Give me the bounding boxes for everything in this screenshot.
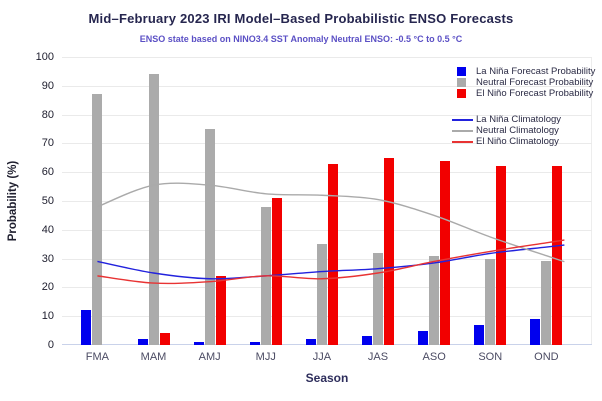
x-tick-label: ASO [422,351,446,363]
y-tick-label: 90 [41,79,54,92]
y-tick-label: 70 [41,137,54,150]
y-tick-label: 50 [41,195,54,207]
gridline [62,85,592,87]
bar-el-nino-forecast-mam [159,333,170,345]
legend-line-swatch-icon [452,140,473,143]
bar-el-nino-forecast-ond [552,166,563,345]
line-el-nino-climatology [97,239,565,285]
bar-el-nino-forecast-jja [327,163,338,345]
legend-square-swatch-icon [457,89,466,98]
chart-subtitle: ENSO state based on NINO3.4 SST Anomaly … [139,34,463,44]
bar-neutral-forecast-jas [373,252,384,345]
gridline [62,258,592,260]
legend-label: El Niño Forecast Probability [476,88,594,99]
legend-label: La Niña Forecast Probability [476,66,596,77]
gridline [62,201,592,202]
y-tick-label: 80 [41,108,54,121]
bar-neutral-forecast-aso [429,255,440,345]
y-tick-label: 10 [41,310,54,323]
legend-item-neutral-climatology: Neutral Climatology [452,125,595,136]
bar-la-nina-forecast-amj [193,342,204,345]
bar-el-nino-forecast-son [496,166,507,345]
gridline [62,143,592,145]
legend-label: El Niño Climatology [476,136,559,147]
bar-la-nina-forecast-mam [137,339,148,345]
legend-square-swatch-icon [457,67,466,76]
climatology-lines [97,182,565,285]
y-tick-label: 60 [41,166,54,179]
gridline [62,114,592,116]
gridline [62,316,592,318]
legend-label: La Niña Climatology [476,114,562,125]
gridline [62,287,592,289]
gridline [62,57,592,58]
bar-la-nina-forecast-son [474,324,485,345]
bar-la-nina-forecast-ond [530,319,541,345]
bar-neutral-forecast-fma [92,94,103,345]
plot-area [62,57,592,345]
bar-neutral-forecast-mam [148,74,159,345]
bar-la-nina-forecast-jas [362,336,373,345]
bar-la-nina-forecast-aso [418,330,429,345]
legend-square-swatch-icon [457,78,466,87]
bar-neutral-forecast-ond [541,261,552,345]
bar-el-nino-forecast-mjj [271,198,282,345]
bar-neutral-forecast-jja [316,244,327,345]
x-tick-label: AMJ [198,351,221,363]
legend: La Niña Forecast Probability Neutral Fore… [452,66,595,147]
x-tick-label: JJA [312,351,332,363]
x-axis-title: Season [305,371,349,385]
bar-el-nino-forecast-amj [215,275,226,345]
legend-item-la-nina-climatology: La Niña Climatology [452,114,595,125]
bar-la-nina-forecast-mjj [249,342,260,345]
y-tick-label: 30 [41,252,54,265]
x-tick-label: OND [534,351,559,363]
x-tick-label: JAS [367,351,389,363]
legend-item-neutral-forecast: Neutral Forecast Probability [452,77,595,88]
bar-el-nino-forecast-aso [440,160,451,345]
legend-line-swatch-icon [452,129,473,132]
chart-title: Mid–February 2023 IRI Model–Based Probab… [88,11,514,26]
y-tick-label: 20 [41,281,54,294]
bar-la-nina-forecast-fma [81,310,92,345]
gridline [62,172,592,174]
legend-line-swatch-icon [452,118,473,121]
line-la-nina-climatology [97,244,565,280]
y-tick-label: 100 [35,51,54,63]
legend-item-la-nina-forecast: La Niña Forecast Probability [452,66,595,77]
legend-label: Neutral Forecast Probability [476,77,594,88]
bar-la-nina-forecast-jja [305,339,316,345]
x-axis-line [62,344,592,345]
legend-spacer [452,99,595,114]
line-neutral-climatology [97,182,565,263]
y-tick-label: 0 [47,339,54,351]
x-tick-label: MJJ [255,351,276,363]
legend-item-el-nino-climatology: El Niño Climatology [452,136,595,147]
gridline [62,229,592,231]
x-tick-label: MAM [140,351,167,363]
y-tick-label: 40 [41,223,54,236]
bar-neutral-forecast-son [485,258,496,345]
x-tick-label: FMA [85,351,109,363]
bar-neutral-forecast-amj [204,129,215,345]
legend-item-el-nino-forecast: El Niño Forecast Probability [452,88,595,99]
legend-label: Neutral Climatology [476,125,559,136]
x-tick-label: SON [478,351,503,363]
bar-el-nino-forecast-jas [384,157,395,345]
